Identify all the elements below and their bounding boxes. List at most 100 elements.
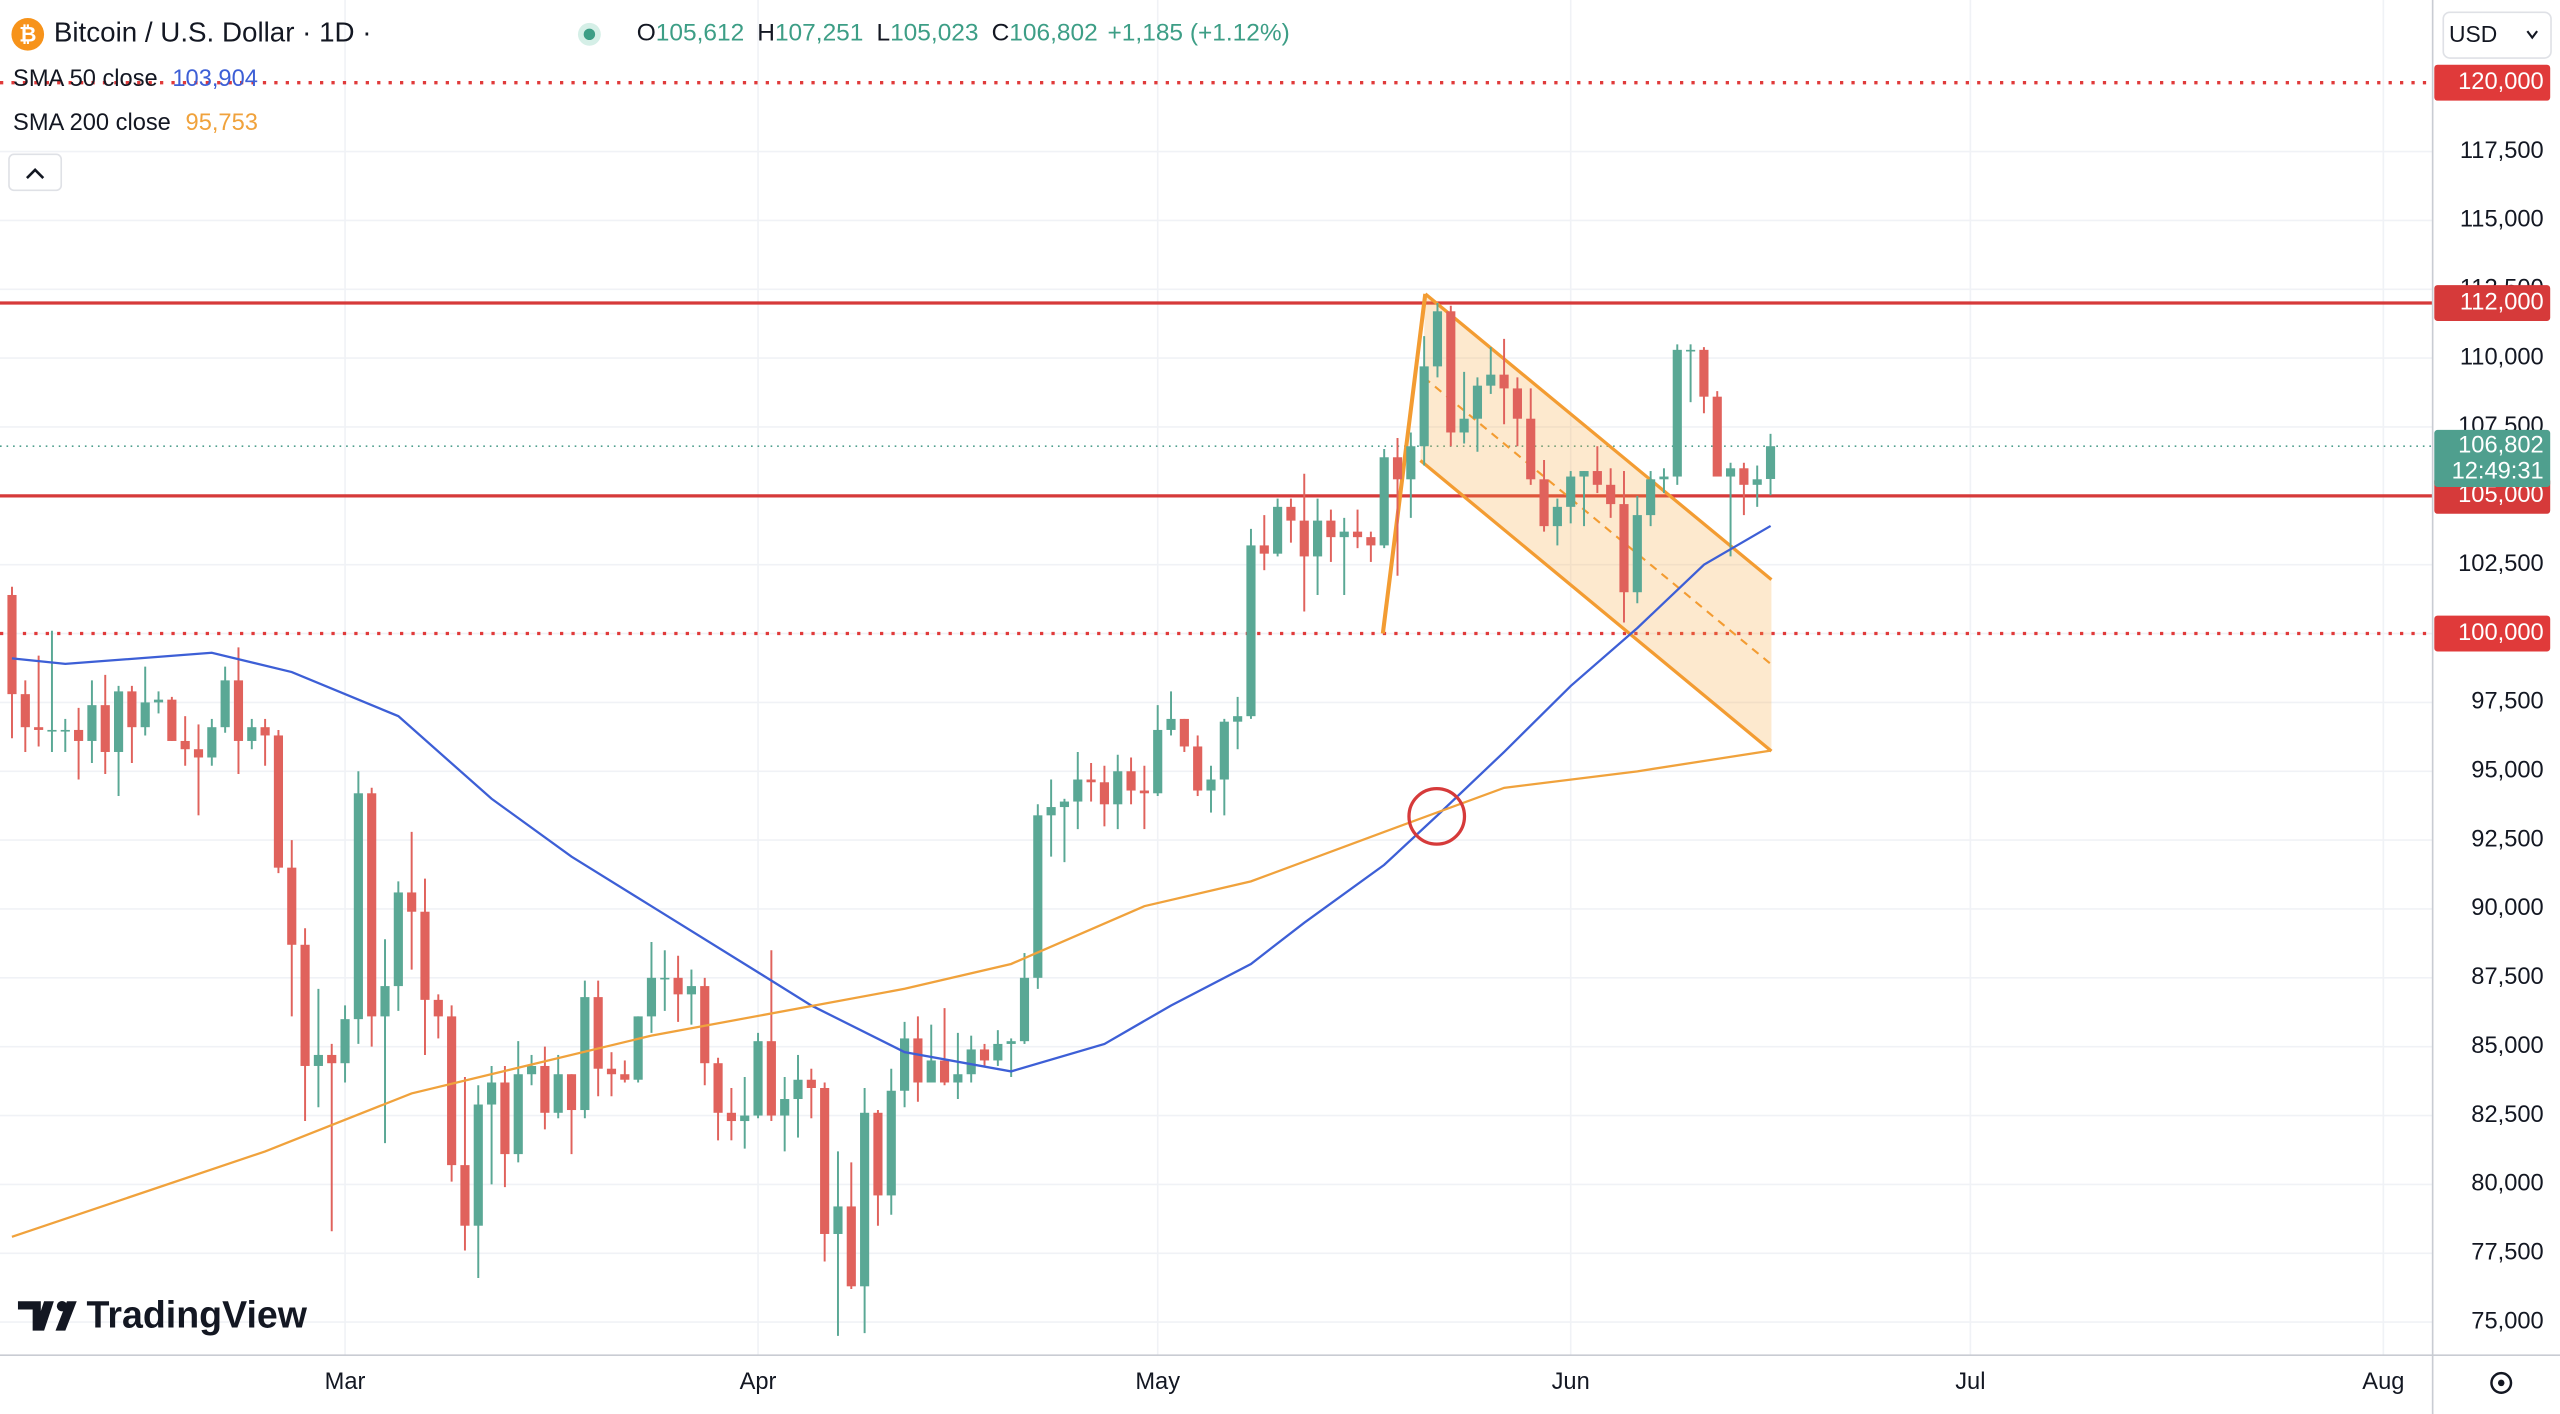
x-tick-label: May [1135,1369,1180,1395]
candle-body [1619,504,1629,593]
y-tick-label: 92,500 [2471,826,2543,852]
candle-body [1219,721,1229,780]
price-axis-bg [2432,0,2560,1414]
candle-body [646,977,657,1017]
flag-pole [1380,293,1428,634]
settings-icon[interactable] [2490,1371,2513,1394]
candle-body [833,1206,843,1234]
candle-body [113,691,124,752]
candle-body [660,977,670,980]
ohlc-key: H [757,20,775,47]
candle-body [566,1074,577,1111]
candle-body [433,999,443,1017]
candle-body [367,793,377,1017]
candle-body [1246,545,1256,717]
candle-body [846,1206,856,1287]
candle-body [1059,801,1070,808]
candle-body [1019,977,1030,1042]
y-tick-label: 117,500 [2460,138,2544,164]
candle-body [633,1016,643,1080]
candle-body [1419,366,1429,447]
candle-body [620,1074,630,1080]
candle-body [1099,782,1109,805]
x-tick-label: Jun [1552,1369,1590,1395]
candle-body [1552,506,1562,527]
coin-icon [11,18,45,51]
candle-body [686,986,696,995]
y-tick-label: 110,000 [2460,344,2544,370]
currency-button[interactable] [2442,11,2552,59]
candle-body [1526,418,1536,480]
candle-body [766,1041,776,1116]
candle-body [1539,479,1549,527]
candle-body [1672,349,1682,477]
candle-body [1566,476,1576,507]
candle-body [1392,457,1403,480]
candle-body [1006,1041,1016,1044]
candle-body [1659,476,1669,480]
candle-body [300,944,310,1066]
ohlc-value: 107,251 [775,20,863,47]
candle-body [793,1079,803,1100]
candle-body [1233,716,1243,722]
candle-body [220,680,230,728]
candle-body [580,997,590,1111]
candle-body [60,729,70,732]
candle-body [1472,385,1483,419]
candle-body [1486,374,1496,386]
candle-body [340,1019,350,1064]
candle-body [1406,446,1416,480]
coin-glyph: ₿ [19,24,36,47]
candle-body [1765,446,1776,479]
axes: 75,000 77,500 80,000 82,500 85,000 87,500 90,0… [325,64,2551,1395]
candle-body [1166,718,1176,730]
candle-body [1193,746,1203,791]
candle-body [713,1063,723,1113]
candle-body [180,740,190,750]
status-dot [583,28,596,41]
price-label: 112,000 [2460,289,2544,315]
candle-body [1739,468,1749,485]
candle-body [500,1082,510,1155]
sma-line [11,749,1771,1238]
candle-body [20,694,30,728]
sma-line [11,524,1772,1073]
candle-body [1712,396,1722,477]
candle-body [806,1079,816,1088]
x-tick-label: Jul [1955,1369,1985,1395]
y-tick-label: 97,500 [2471,689,2543,715]
candle-body [87,705,97,741]
collapse-button[interactable] [8,153,63,192]
candle-body [526,1065,537,1075]
y-tick-label: 102,500 [2458,551,2544,577]
y-tick-label: 80,000 [2471,1171,2543,1197]
candle-body [1446,311,1456,433]
candle-body [913,1038,923,1083]
candle-body [886,1090,896,1196]
candle-body [1432,311,1443,367]
sma-legend: SMA 200 close 95,753 [13,110,258,136]
candle-body [447,1016,457,1166]
candle-body [7,594,17,695]
ohlc-key: C [992,20,1010,47]
candle-body [1592,471,1602,485]
candle-body [233,680,244,741]
candle-body [407,892,417,912]
candle-body [1113,771,1123,805]
candle-body [287,867,297,945]
candle-body [753,1041,763,1116]
candle-body [1339,531,1349,538]
candle-body [1686,349,1696,352]
candle-body [1259,545,1269,554]
candle-body [1153,729,1163,794]
candle-body [313,1054,323,1066]
candle-body [953,1074,963,1083]
candle-body [513,1074,523,1155]
drawings [1380,292,1773,753]
candle-body [353,793,363,1020]
ohlc-legend: O105,612 H107,251 L105,023 C106,802 +1,185 (… [637,20,1290,47]
change: +1,185 (+1.12%) [1108,20,1290,47]
cross-marker [1407,787,1467,846]
